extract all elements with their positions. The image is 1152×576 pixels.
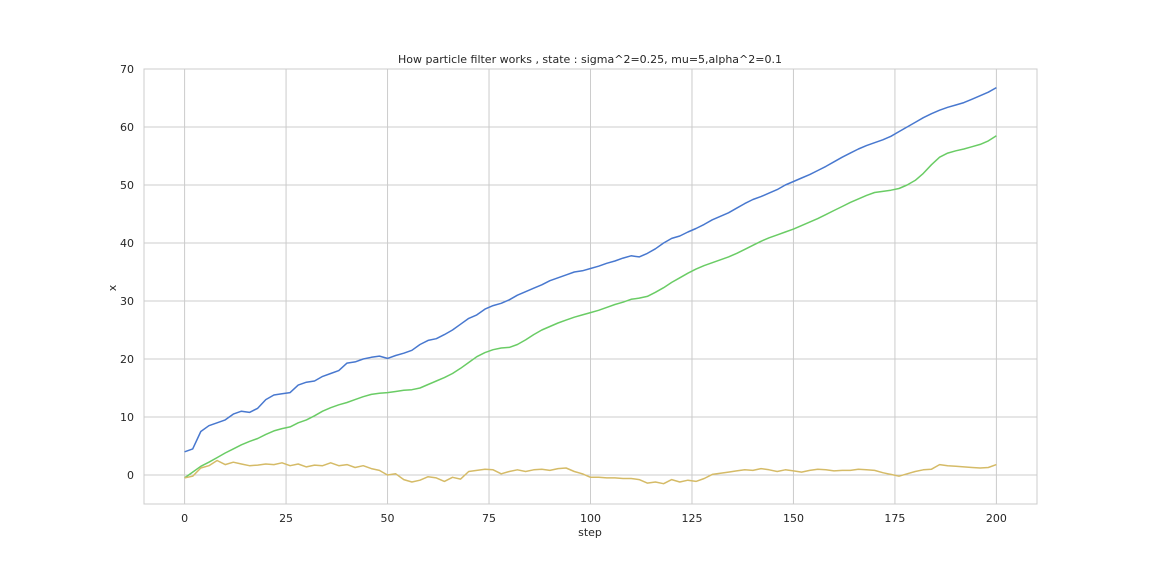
x-tick-label: 50: [381, 512, 395, 525]
x-axis-label: step: [578, 526, 602, 539]
x-tick-label: 25: [279, 512, 293, 525]
y-tick-label: 0: [127, 469, 134, 482]
series-line-1: [184, 86, 997, 453]
x-tick-label: 200: [986, 512, 1007, 525]
x-tick-label: 150: [783, 512, 804, 525]
x-tick-label: 0: [181, 512, 188, 525]
y-tick-label: 70: [120, 63, 134, 76]
y-tick-label: 20: [120, 353, 134, 366]
y-axis-label: x: [106, 284, 119, 291]
chart-title: How particle filter works , state : sigm…: [398, 53, 782, 66]
y-tick-label: 40: [120, 237, 134, 250]
x-tick-label: 125: [681, 512, 702, 525]
series-group: [184, 86, 997, 485]
y-tick-label: 60: [120, 121, 134, 134]
x-tick-labels: 0 25 50 75 100 125 150 175 200: [181, 512, 1007, 525]
y-tick-labels: 0 10 20 30 40 50 60 70: [120, 63, 134, 482]
y-tick-label: 50: [120, 179, 134, 192]
x-tick-label: 175: [884, 512, 905, 525]
x-tick-label: 75: [482, 512, 496, 525]
series-line-2: [184, 135, 997, 479]
y-tick-label: 30: [120, 295, 134, 308]
plot-frame: [143, 68, 1038, 505]
series-line-3: [184, 459, 997, 485]
y-tick-label: 10: [120, 411, 134, 424]
x-tick-label: 100: [580, 512, 601, 525]
